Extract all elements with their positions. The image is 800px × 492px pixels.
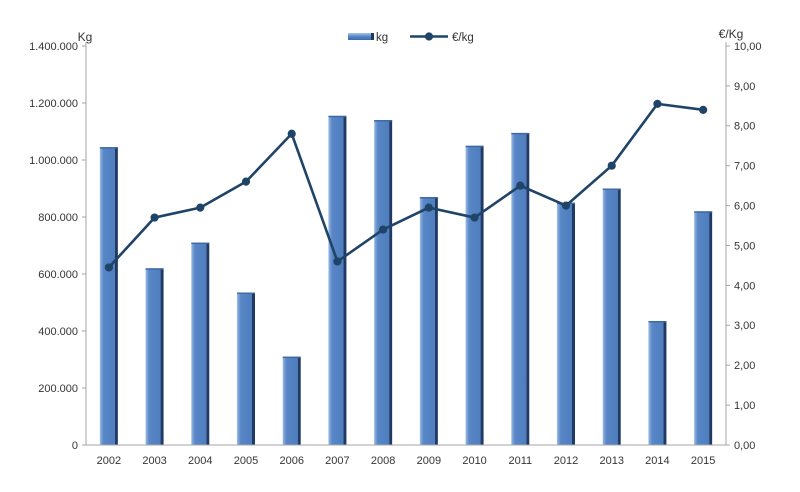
bar-2009 [419, 197, 438, 445]
year-label-2009: 2009 [417, 455, 441, 467]
bar-2008 [374, 120, 393, 445]
legend-label-price: €/kg [452, 32, 474, 44]
price-point-2015 [699, 105, 708, 114]
right-tick-label: 3,00 [734, 320, 755, 332]
year-label-2011: 2011 [508, 455, 532, 467]
left-tick-label: 200.000 [38, 383, 78, 395]
bar-series-swatch [348, 33, 374, 40]
bar-2015 [694, 211, 713, 445]
year-label-2013: 2013 [599, 455, 623, 467]
bar-2013 [602, 188, 621, 445]
bar-2007 [328, 115, 347, 445]
year-label-2014: 2014 [645, 455, 669, 467]
right-tick-label: 5,00 [734, 240, 755, 252]
price-point-2013 [607, 161, 616, 170]
axes: 0 200.000 400.000 600.000 800.000 1.000.000 1.… [29, 41, 761, 452]
bar-2012 [557, 202, 575, 445]
line-series-price [104, 99, 708, 272]
bar-2003 [145, 268, 164, 445]
price-point-2012 [561, 201, 571, 210]
price-point-2011 [516, 181, 525, 190]
right-tick-label: 10,00 [734, 41, 762, 53]
year-label-2006: 2006 [279, 455, 303, 467]
left-tick-label: 1.200.000 [29, 98, 78, 110]
year-label-2007: 2007 [325, 455, 349, 467]
year-label-2012: 2012 [554, 455, 578, 467]
left-tick-label: 800.000 [38, 212, 78, 224]
right-tick-label: 9,00 [734, 81, 755, 93]
bar-2011 [511, 132, 530, 446]
price-point-2010 [470, 213, 479, 222]
price-point-2004 [196, 203, 205, 212]
year-label-2010: 2010 [462, 455, 486, 467]
right-tick-label: 8,00 [734, 121, 755, 133]
year-label-2015: 2015 [691, 455, 715, 467]
legend-item-kg: kg [376, 32, 388, 44]
bar-2014 [648, 321, 667, 445]
x-axis-labels: 2002 2003 2004 2005 2006 2007 2008 2009 2010 2011… [97, 455, 716, 467]
left-tick-label: 1.400.000 [29, 41, 78, 53]
left-tick-label: 600.000 [38, 269, 78, 281]
price-point-2008 [379, 225, 388, 234]
left-axis-title: Kg [78, 30, 93, 44]
bar-2010 [465, 145, 484, 445]
legend-item-price: €/kg [452, 32, 474, 44]
price-point-2009 [424, 203, 433, 212]
legend: kg €/kg [376, 32, 474, 44]
price-point-2014 [653, 99, 662, 108]
legend-label-kg: kg [376, 32, 388, 44]
year-label-2002: 2002 [97, 455, 121, 467]
year-label-2004: 2004 [188, 455, 212, 467]
year-label-2005: 2005 [234, 455, 258, 467]
left-tick-label: 400.000 [38, 326, 78, 338]
year-label-2008: 2008 [371, 455, 395, 467]
right-tick-label: 6,00 [734, 200, 755, 212]
bar-2005 [237, 292, 255, 445]
bar-2004 [191, 242, 210, 445]
price-point-2005 [241, 177, 251, 186]
right-tick-label: 1,00 [734, 400, 755, 412]
price-point-2002 [104, 263, 113, 272]
year-label-2003: 2003 [142, 455, 166, 467]
price-line [107, 102, 705, 269]
price-point-2007 [333, 257, 342, 266]
bar-2002 [99, 147, 118, 446]
right-tick-label: 7,00 [734, 161, 755, 173]
right-tick-label: 4,00 [734, 280, 755, 292]
price-point-2003 [150, 213, 159, 222]
price-point-2006 [287, 129, 296, 138]
line-series-swatch [410, 32, 448, 41]
right-tick-label: 2,00 [734, 360, 755, 372]
legend-swatches [348, 32, 448, 41]
bar-series-kg [99, 115, 713, 446]
bar-2006 [282, 356, 301, 445]
right-axis-title: €/Kg [719, 27, 744, 41]
left-tick-label: 0 [72, 440, 78, 452]
left-tick-label: 1.000.000 [29, 155, 78, 167]
right-tick-label: 0,00 [734, 440, 755, 452]
